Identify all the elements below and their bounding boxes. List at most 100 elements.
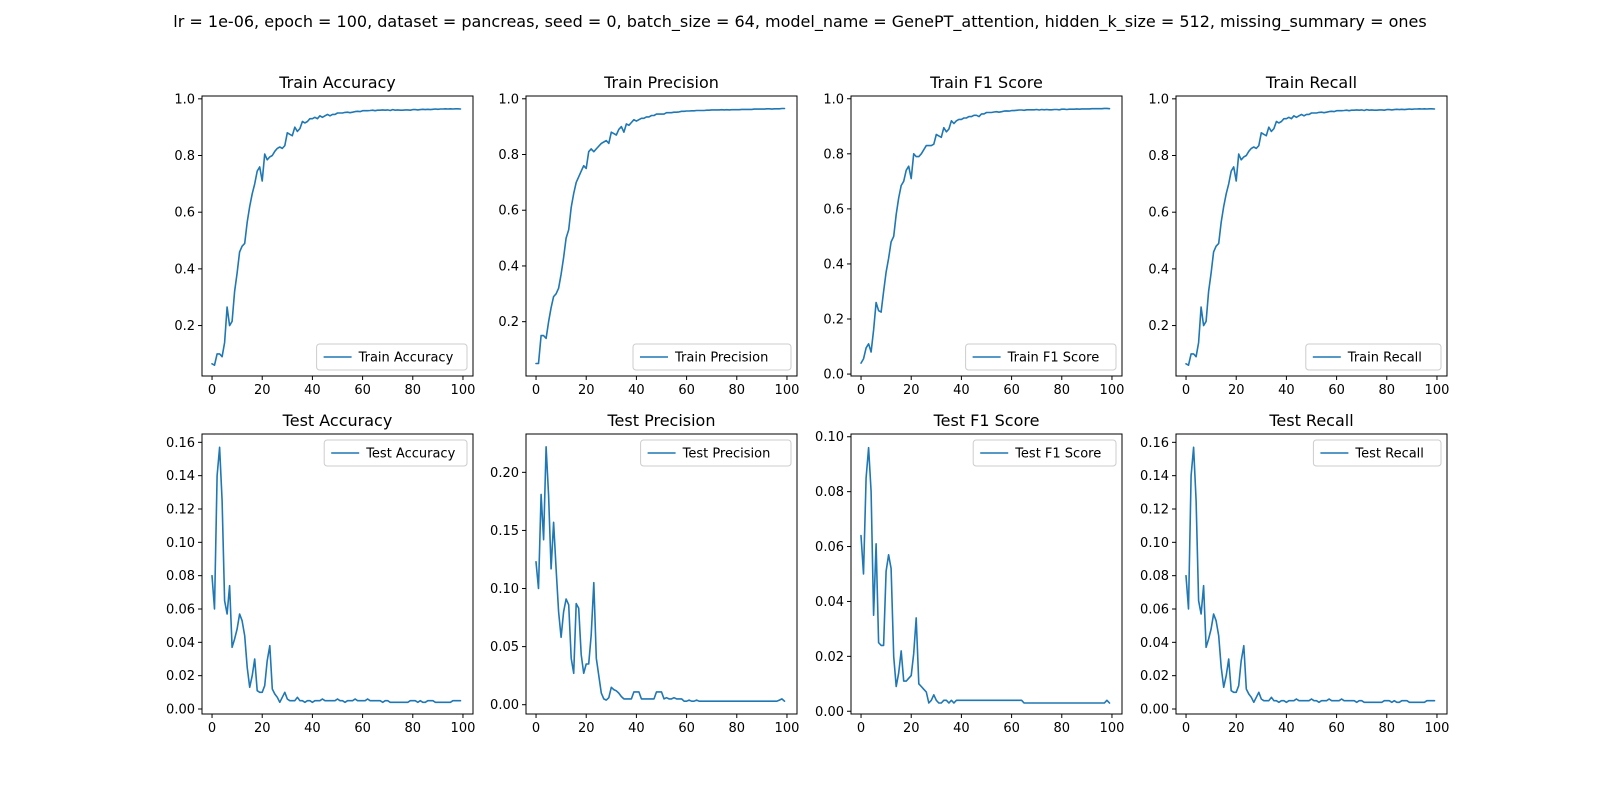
x-tick-label: 60 <box>1328 383 1345 398</box>
y-tick-label: 0.05 <box>490 640 519 655</box>
axes-frame <box>201 433 474 715</box>
y-tick-label: 0.6 <box>498 204 519 219</box>
x-tick-label: 20 <box>1228 721 1245 736</box>
legend-box <box>323 439 468 467</box>
legend-label: Train F1 Score <box>1007 351 1100 366</box>
legend: Train F1 Score <box>965 343 1117 371</box>
x-tick-label: 0 <box>208 383 216 398</box>
y-tick-label: 0.04 <box>1140 636 1169 651</box>
x-tick-label: 40 <box>953 721 970 736</box>
y-tick-label: 0.8 <box>174 149 195 164</box>
x-tick-label: 20 <box>1228 383 1245 398</box>
x-tick-label: 100 <box>451 383 476 398</box>
subplot-title: Train F1 Score <box>929 73 1043 92</box>
y-tick-label: 0.10 <box>1140 536 1169 551</box>
x-tick-label: 60 <box>354 721 371 736</box>
subplot-test-accuracy: Test Accuracy 0 20 40 60 80 100 0.00 0.02 0.04 0.0… <box>166 411 475 736</box>
subplot-test-precision: Test Precision 0 20 40 60 80 100 0.00 0.05 0.10 0.… <box>490 411 799 736</box>
subplot-train-f1-score: Train F1 Score 0 20 40 60 80 100 0.0 0.2 0.4 0.6 0.… <box>823 73 1124 398</box>
series-line-train-recall <box>1185 108 1436 367</box>
x-tick-label: 60 <box>678 721 695 736</box>
x-tick-label: 20 <box>254 383 271 398</box>
x-tick-label: 0 <box>532 383 540 398</box>
y-tick-label: 0.08 <box>815 485 844 500</box>
subplot-title: Test Accuracy <box>282 411 393 430</box>
y-tick-label: 0.4 <box>174 262 195 277</box>
legend: Train Precision <box>632 343 792 371</box>
series-line-test-recall <box>1185 446 1436 704</box>
legend: Test F1 Score <box>972 439 1117 467</box>
y-tick-label: 0.08 <box>166 569 195 584</box>
x-tick-label: 20 <box>578 383 595 398</box>
y-tick-label: 0.8 <box>498 148 519 163</box>
y-tick-label: 0.20 <box>490 466 519 481</box>
x-tick-label: 100 <box>1100 721 1125 736</box>
y-tick-label: 0.02 <box>815 650 844 665</box>
series-line-test-accuracy <box>211 446 462 704</box>
legend: Test Accuracy <box>323 439 468 467</box>
y-tick-label: 0.02 <box>1140 669 1169 684</box>
axes-frame <box>1175 95 1448 377</box>
y-tick-label: 0.4 <box>498 259 519 274</box>
subplot-train-recall: Train Recall 0 20 40 60 80 100 0.2 0.4 0.6 0.8 1.0 T… <box>1148 73 1449 398</box>
x-tick-label: 100 <box>1425 721 1450 736</box>
x-tick-label: 80 <box>729 383 746 398</box>
y-tick-label: 0.8 <box>1148 149 1169 164</box>
y-tick-label: 0.0 <box>823 368 844 383</box>
x-tick-label: 60 <box>1003 721 1020 736</box>
x-tick-label: 80 <box>405 721 422 736</box>
y-tick-label: 0.02 <box>166 669 195 684</box>
y-tick-label: 0.16 <box>1140 436 1169 451</box>
y-tick-label: 0.4 <box>1148 262 1169 277</box>
x-tick-label: 40 <box>628 383 645 398</box>
y-tick-label: 0.06 <box>166 603 195 618</box>
y-tick-label: 0.00 <box>815 705 844 720</box>
y-tick-label: 1.0 <box>823 92 844 107</box>
legend-label: Test Recall <box>1354 447 1424 462</box>
y-tick-label: 0.8 <box>823 147 844 162</box>
series-line-test-precision <box>535 445 786 703</box>
subplot-test-f1-score: Test F1 Score 0 20 40 60 80 100 0.00 0.02 0.04 0.0… <box>815 411 1124 736</box>
legend-box <box>316 343 468 371</box>
x-tick-label: 40 <box>1278 721 1295 736</box>
legend: Train Accuracy <box>316 343 468 371</box>
y-tick-label: 0.6 <box>823 202 844 217</box>
series-line-train-f1-score <box>860 107 1111 364</box>
y-tick-label: 0.10 <box>815 430 844 445</box>
y-tick-label: 0.06 <box>1140 603 1169 618</box>
legend-box <box>632 343 792 371</box>
x-tick-label: 80 <box>405 383 422 398</box>
y-tick-label: 0.10 <box>490 582 519 597</box>
y-tick-label: 0.4 <box>823 257 844 272</box>
y-tick-label: 0.00 <box>166 703 195 718</box>
y-tick-label: 1.0 <box>174 92 195 107</box>
x-tick-label: 100 <box>775 721 800 736</box>
x-tick-label: 0 <box>857 721 865 736</box>
y-tick-label: 0.08 <box>1140 569 1169 584</box>
y-tick-label: 0.15 <box>490 524 519 539</box>
x-tick-label: 20 <box>254 721 271 736</box>
x-tick-label: 80 <box>729 721 746 736</box>
y-tick-label: 0.2 <box>823 313 844 328</box>
legend: Test Precision <box>640 439 792 467</box>
subplot-title: Train Precision <box>603 73 719 92</box>
x-tick-label: 40 <box>628 721 645 736</box>
subplot-train-precision: Train Precision 0 20 40 60 80 100 0.2 0.4 0.6 0.8 1… <box>498 73 799 398</box>
x-tick-label: 80 <box>1054 721 1071 736</box>
x-tick-label: 100 <box>1425 383 1450 398</box>
subplot-title: Test Precision <box>607 411 716 430</box>
y-tick-label: 0.2 <box>174 319 195 334</box>
legend-label: Train Recall <box>1347 351 1422 366</box>
y-tick-label: 0.2 <box>1148 319 1169 334</box>
legend-box <box>965 343 1117 371</box>
x-tick-label: 80 <box>1054 383 1071 398</box>
y-tick-label: 0.16 <box>166 436 195 451</box>
series-line-train-precision <box>535 107 786 365</box>
y-tick-label: 1.0 <box>498 92 519 107</box>
y-tick-label: 0.6 <box>174 206 195 221</box>
subplot-title: Test Recall <box>1268 411 1353 430</box>
x-tick-label: 100 <box>1100 383 1125 398</box>
x-tick-label: 60 <box>1003 383 1020 398</box>
x-tick-label: 0 <box>532 721 540 736</box>
